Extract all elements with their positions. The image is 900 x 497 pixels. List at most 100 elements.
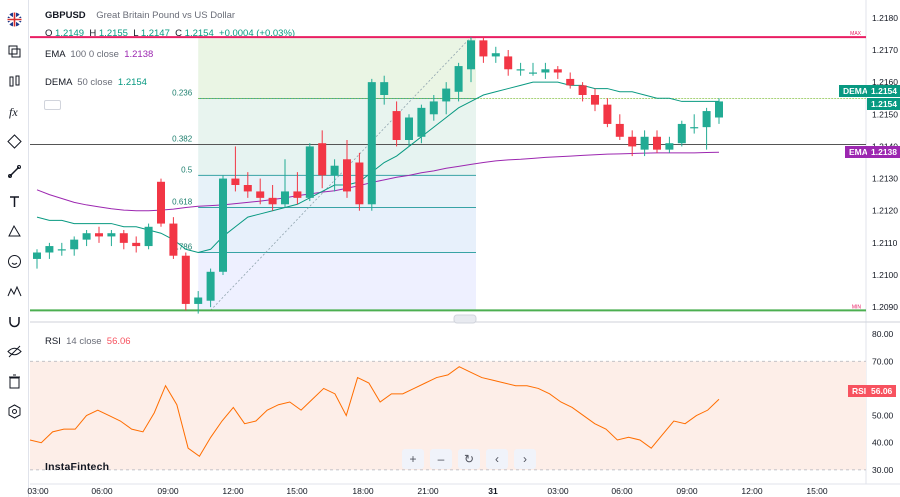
settings-icon[interactable] <box>4 401 25 422</box>
candle-body <box>367 82 376 205</box>
candle-body <box>243 185 252 192</box>
price-tick-label: 1.2180 <box>872 13 898 23</box>
magnet-icon[interactable] <box>4 311 25 332</box>
rsi-params: 14 close <box>66 336 102 347</box>
candle-body <box>516 69 525 71</box>
candle-body <box>157 181 165 224</box>
candle-body <box>45 246 54 253</box>
time-tick-label: 21:00 <box>417 486 439 496</box>
low-label: L <box>133 28 139 39</box>
pane-resize-handle <box>453 314 477 324</box>
candle-body <box>454 66 463 92</box>
symbol-ticker[interactable]: GBPUSD <box>45 10 86 21</box>
candle-body <box>144 226 153 247</box>
brush-icon[interactable] <box>4 161 25 182</box>
emoji-icon[interactable] <box>4 251 25 272</box>
hide-icon[interactable] <box>4 341 25 362</box>
ema-line <box>36 151 720 212</box>
high-value: 1.2155 <box>98 28 128 39</box>
zoom-in-button[interactable]: + <box>402 449 424 469</box>
candle-body <box>491 53 500 57</box>
symbol-legend: GBPUSD Great Britain Pound vs US Dollar <box>45 10 235 21</box>
candle-body <box>442 88 451 102</box>
candle-body <box>392 111 401 140</box>
reset-button[interactable]: ↻ <box>458 449 480 469</box>
open-value: 1.2149 <box>55 28 85 39</box>
candle-body <box>653 136 661 150</box>
candle-body <box>578 85 587 95</box>
candle-body <box>665 143 674 150</box>
patterns-icon[interactable] <box>4 281 25 302</box>
candle-body <box>504 56 513 70</box>
shapes-icon[interactable] <box>4 221 25 242</box>
candle-body <box>169 223 178 256</box>
candle-body <box>380 82 389 95</box>
scroll-right-button[interactable]: › <box>514 449 536 469</box>
open-label: O <box>45 28 53 39</box>
dema-legend[interactable]: DEMA 50 close 1.2154 <box>45 77 147 88</box>
compare-icon[interactable] <box>4 41 25 62</box>
rsi-tick-label: 80.00 <box>872 329 894 339</box>
watermark-logo: InstaFintech <box>45 461 110 473</box>
dema-params: 50 close <box>77 77 113 88</box>
close-value: 1.2154 <box>184 28 214 39</box>
candle-body <box>70 239 79 250</box>
uk-flag-icon[interactable] <box>4 9 25 30</box>
last-price-tag: 1.2154 <box>867 98 900 110</box>
candle-body <box>268 197 277 205</box>
low-value: 1.2147 <box>140 28 170 39</box>
zoom-out-button[interactable]: – <box>430 449 452 469</box>
time-tick-label: 15:00 <box>806 486 828 496</box>
candle-body <box>293 191 302 198</box>
chart-type-icon[interactable] <box>4 71 25 92</box>
candle-body <box>355 162 364 205</box>
fib-level-label: 0.618 <box>172 198 193 207</box>
candle-body <box>615 123 624 137</box>
rsi-line <box>29 366 720 458</box>
rsi-tick-label: 50.00 <box>872 411 894 421</box>
time-tick-label: 06:00 <box>611 486 633 496</box>
max-label: MAX <box>850 31 862 37</box>
candle-body <box>405 117 413 140</box>
candle-body <box>57 249 66 251</box>
candle-body <box>219 178 227 272</box>
cursor-cross-icon[interactable] <box>4 131 25 152</box>
function-icon[interactable]: fx <box>4 101 25 122</box>
rsi-name: RSI <box>45 336 61 347</box>
candle-body <box>343 159 351 192</box>
high-label: H <box>89 28 97 39</box>
time-tick-label: 12:00 <box>222 486 244 496</box>
close-label: C <box>175 28 183 39</box>
fib-level-label: 0.5 <box>181 165 193 174</box>
candle-body <box>591 95 599 105</box>
fib-zone <box>198 207 476 253</box>
candle-body <box>640 136 649 150</box>
candle-body <box>119 233 128 243</box>
candle-body <box>541 69 550 73</box>
price-tick-label: 1.2150 <box>872 109 898 119</box>
dema-name: DEMA <box>45 77 72 88</box>
candle-body <box>318 143 327 176</box>
price-tick-label: 1.2120 <box>872 206 898 216</box>
candle-body <box>33 252 41 259</box>
ema-legend[interactable]: EMA 100 0 close 1.2138 <box>45 49 153 60</box>
candle-body <box>715 101 723 118</box>
price-tick-label: 1.2090 <box>872 302 898 312</box>
time-tick-label: 06:00 <box>91 486 113 496</box>
rsi-legend[interactable]: RSI 14 close 56.06 <box>45 336 131 347</box>
candle-body <box>677 123 686 144</box>
ema-params: 100 0 close <box>70 49 119 60</box>
trash-icon[interactable] <box>4 371 25 392</box>
price-tick-label: 1.2110 <box>872 238 898 248</box>
time-tick-label: 09:00 <box>157 486 179 496</box>
price-tick-label: 1.2130 <box>872 174 898 184</box>
candle-body <box>628 136 637 147</box>
time-tick-label: 12:00 <box>741 486 763 496</box>
collapse-legend-button[interactable] <box>44 100 61 110</box>
time-tick-label: 03:00 <box>27 486 49 496</box>
rsi-price-tag: 56.06 <box>867 385 897 397</box>
text-icon[interactable] <box>4 191 25 212</box>
rsi-tick-label: 30.00 <box>872 465 894 475</box>
scroll-left-button[interactable]: ‹ <box>486 449 508 469</box>
